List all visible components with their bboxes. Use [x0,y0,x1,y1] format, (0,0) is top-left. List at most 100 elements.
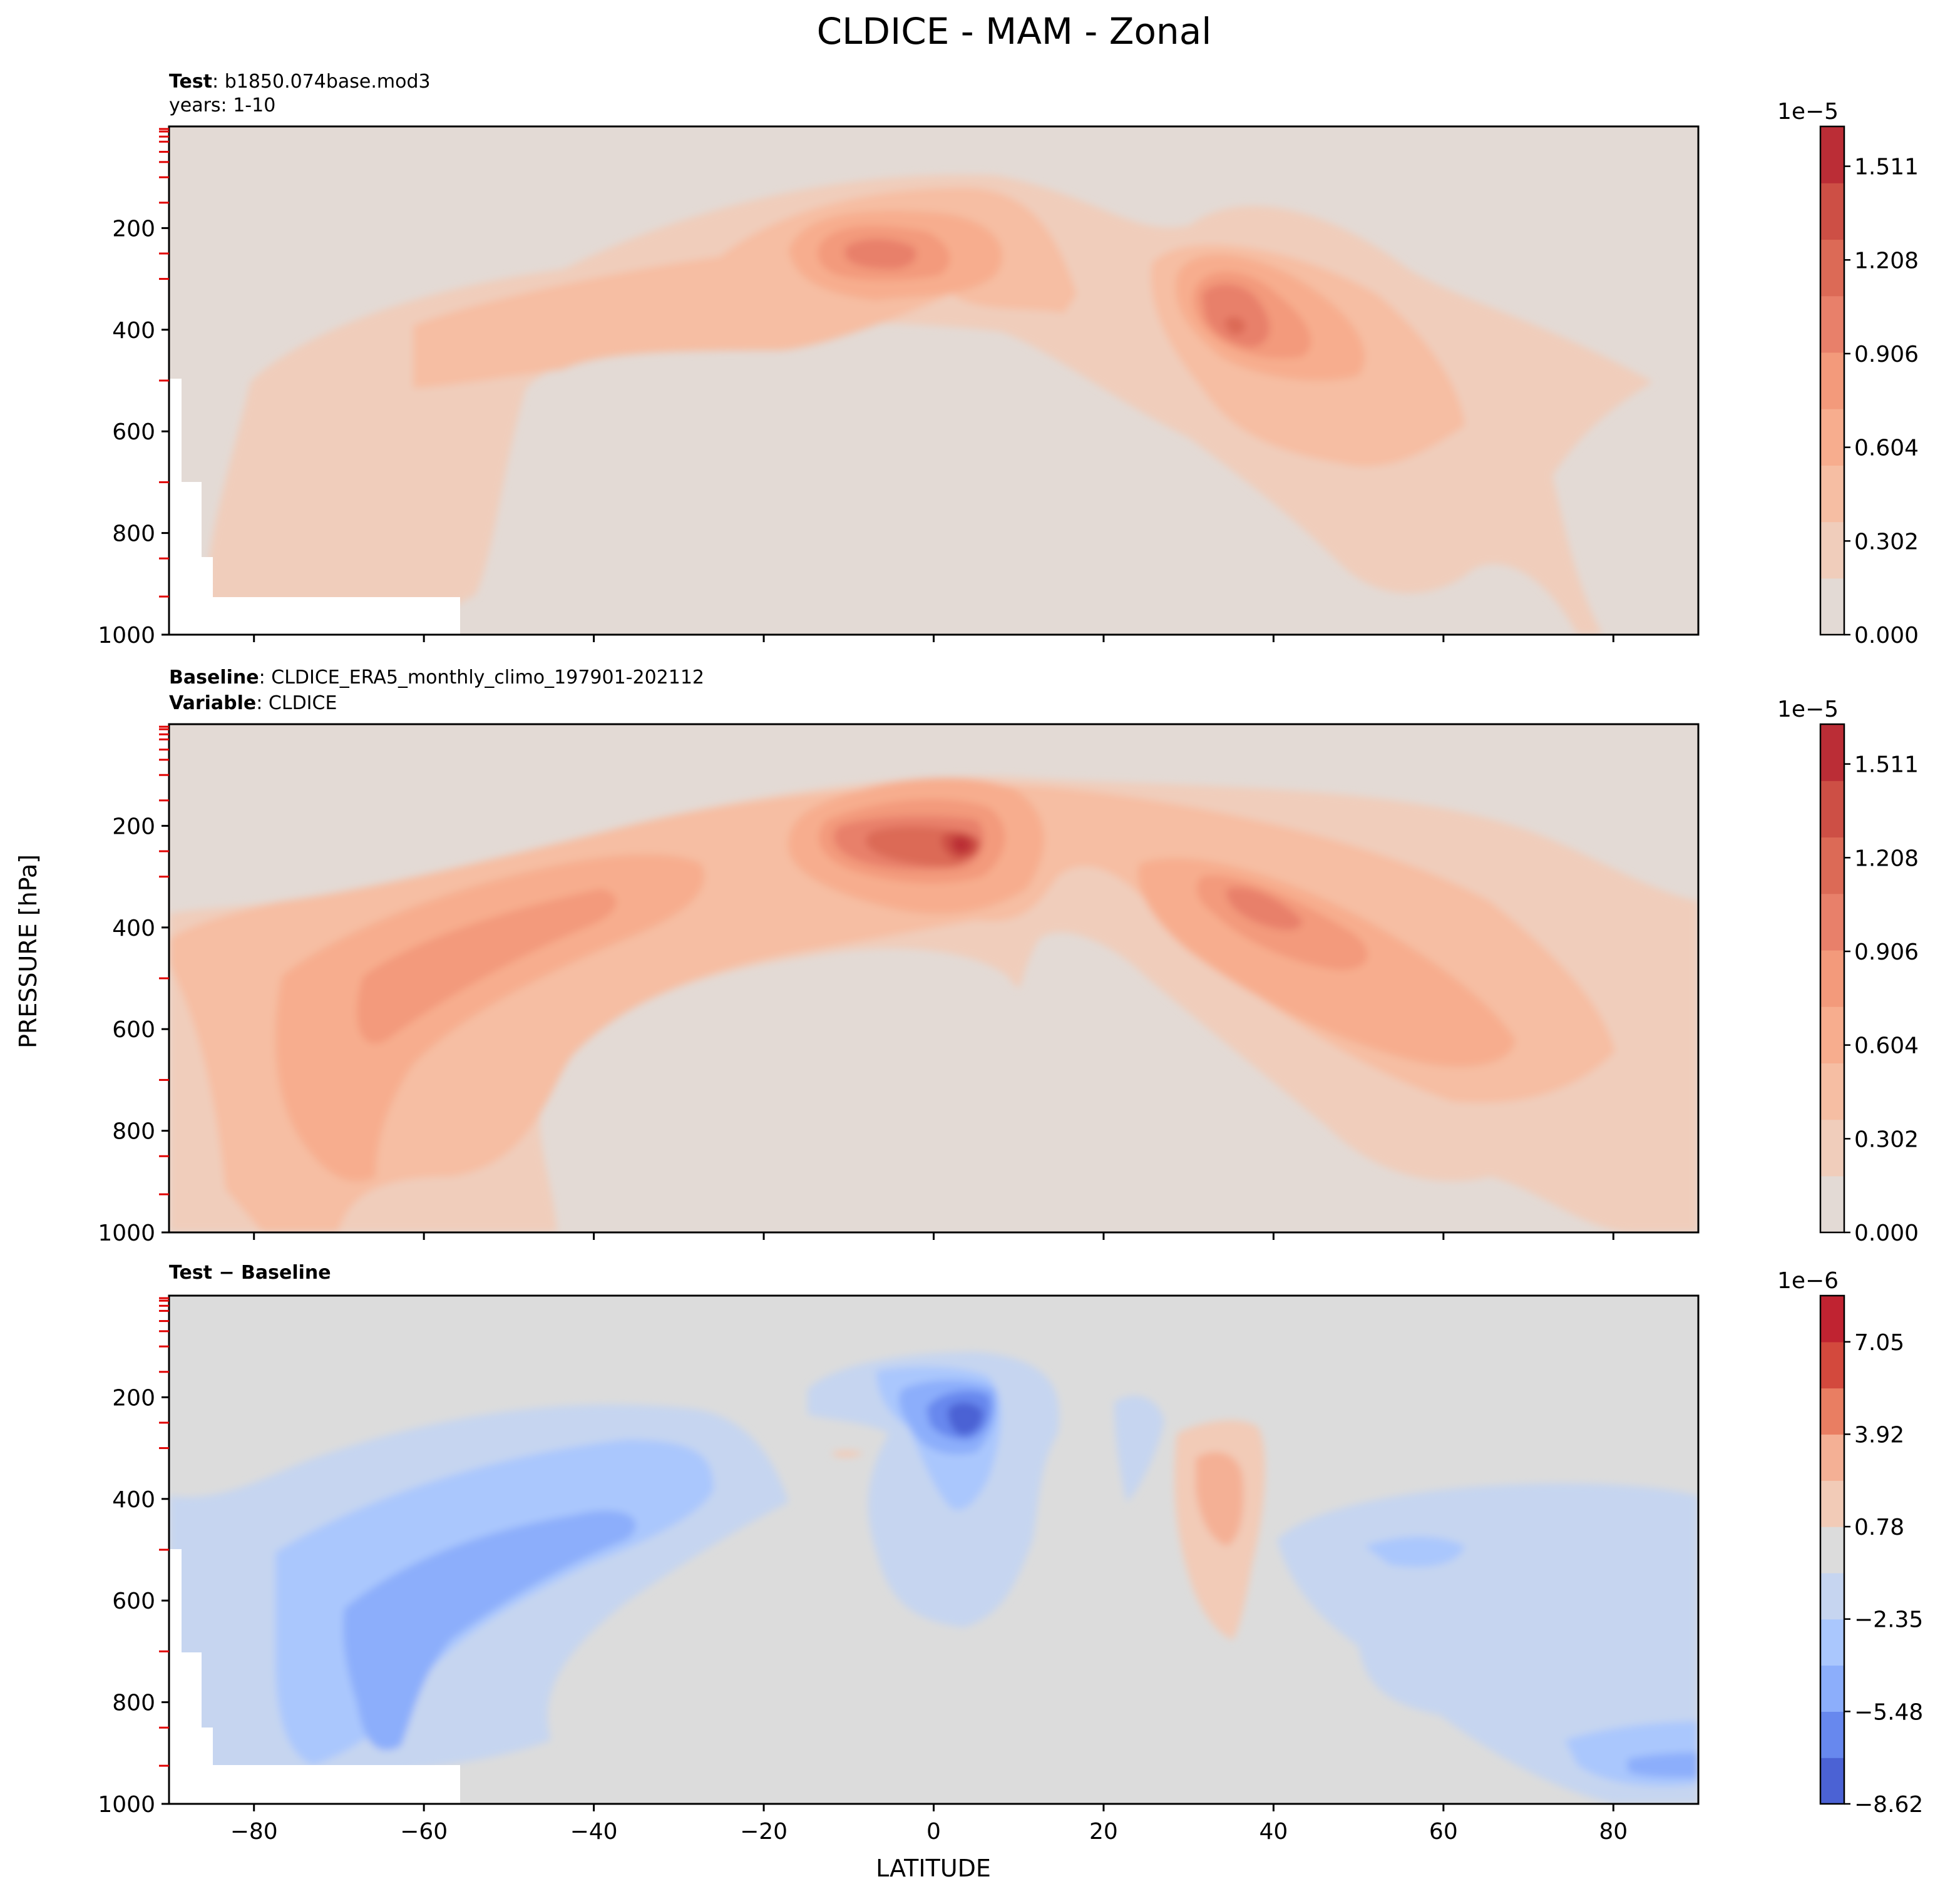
colorbar-tick-label: 0.302 [1854,529,1919,555]
colorbar-swatch [1820,295,1844,353]
colorbar-tick-label: 1.511 [1854,155,1919,180]
x-tick-label: −20 [740,1819,788,1845]
colorbar-tick-label: 1.208 [1854,248,1919,274]
colorbar-swatch [1820,1619,1844,1666]
colorbar-test: 1e−5 1.511 1.208 0.906 0.604 0.302 0.000 [1777,99,1919,648]
contour-level-8 [952,836,972,854]
contour-pos-2 [1196,1452,1244,1546]
contour-neg-1d [1277,1483,1698,1804]
panel-baseline-header2-sep: : [256,692,269,714]
x-tick-label: −40 [570,1819,618,1845]
panel-test-header-bold: Test [169,71,212,93]
colorbar-swatch [1820,352,1844,409]
x-tick-labels: −80 −60 −40 −20 0 20 40 60 80 [230,1819,1628,1845]
panel-baseline-header-bold: Baseline [169,667,259,688]
colorbar-frame [1819,723,1845,1234]
colorbar-scale-label: 1e−6 [1777,1268,1839,1294]
colorbar-swatch [1820,1480,1844,1527]
contour-neg-1c [1114,1396,1164,1502]
contour-neg-2 [275,1366,1698,1786]
colorbar-tick-label: 0.906 [1854,342,1919,367]
x-tick-label: −80 [230,1819,278,1845]
contour-pos-1 [833,1420,1265,1640]
y-tick-label: 400 [112,916,155,941]
missing-data-mask [169,1549,460,1804]
panel-baseline-header2-bold: Variable [169,692,256,714]
y-tick-label: 1000 [98,623,155,648]
y-tick-label: 800 [112,1691,155,1716]
colorbar-swatch [1820,1758,1844,1804]
colorbar-swatch [1820,1388,1844,1435]
colorbar-swatch [1820,1711,1844,1758]
colorbar-swatch [1820,1296,1844,1343]
colorbar-tick-label: 1.511 [1854,752,1919,778]
panel-test-plot [169,126,1698,635]
colorbar-tick-label: 0.000 [1854,623,1919,648]
colorbar-swatch [1820,1527,1844,1574]
colorbar-swatch [1820,1063,1844,1120]
panel-baseline: Baseline: CLDICE_ERA5_monthly_climo_1979… [98,667,1700,1246]
colorbar-tick-label: −2.35 [1854,1607,1923,1633]
x-tick-label: 60 [1429,1819,1458,1845]
colorbar-swatch [1820,239,1844,297]
y-tick-label: 1000 [98,1792,155,1818]
colorbar-scale-label: 1e−5 [1777,697,1839,722]
colorbar-tick-label: 0.906 [1854,939,1919,965]
colorbar-swatch [1820,183,1844,240]
colorbar-swatch [1820,950,1844,1007]
colorbar-scale-label: 1e−5 [1777,99,1839,125]
panel-baseline-header-sep: : [259,667,272,688]
colorbar-tick-label: 0.302 [1854,1127,1919,1152]
colorbar-tick-label: 0.78 [1854,1515,1904,1540]
y-tick-label: 400 [112,1487,155,1513]
colorbar-tick-label: 0.604 [1854,1033,1919,1059]
panel-baseline-header-line1: Baseline: CLDICE_ERA5_monthly_climo_1979… [169,667,704,688]
x-axis-label: LATITUDE [876,1855,991,1882]
panel-test-header-text: b1850.074base.mod3 [225,71,431,93]
y-tick-label: 600 [112,419,155,445]
figure-title: CLDICE - MAM - Zonal [817,10,1212,53]
contour-level-5 [845,238,1270,347]
missing-data-mask [169,379,460,635]
y-tick-label: 600 [112,1017,155,1043]
panel-diff-plot [169,1296,1698,1804]
y-tick-label: 600 [112,1589,155,1614]
panel-diff-header-bold: Test − Baseline [169,1262,331,1284]
panel-test-header-sep: : [212,71,225,93]
panel-test-header-line2: years: 1-10 [169,95,275,116]
colorbar-swatch [1820,893,1844,951]
colorbar-swatch [1820,1434,1844,1481]
panel-test-header-line1: Test: b1850.074base.mod3 [169,71,431,93]
y-tick-label: 200 [112,216,155,242]
colorbar-diff: 1e−6 7.05 3.92 0.78 −2.35 −5.48 −8.62 [1777,1268,1923,1818]
x-tick-label: 0 [926,1819,941,1845]
colorbar-swatch [1820,1175,1844,1233]
panel-baseline-plot [169,724,1698,1232]
x-tick-label: −60 [400,1819,448,1845]
panel-baseline-header-line2: Variable: CLDICE [169,692,337,714]
x-tick-label: 40 [1259,1819,1288,1845]
y-tick-label: 1000 [98,1221,155,1246]
contour-level-4 [818,226,1311,359]
colorbar-frame [1819,125,1845,636]
colorbar-swatch [1820,1572,1844,1620]
x-tick-label: 20 [1089,1819,1118,1845]
colorbar-frame [1819,1294,1845,1805]
colorbar-swatch [1820,1665,1844,1712]
y-tick-label: 200 [112,814,155,839]
panel-test: Test: b1850.074base.mod3 years: 1-10 200… [98,71,1700,648]
panel-baseline-header2-text: CLDICE [269,692,337,714]
axis-ticks-test: 200 400 600 800 1000 [98,128,1614,648]
y-tick-label: 400 [112,318,155,344]
colorbar-swatch [1820,1006,1844,1063]
colorbar-tick-label: −8.62 [1854,1792,1923,1818]
axis-ticks-diff: 200 400 600 800 1000 [98,1297,1614,1818]
y-tick-label: 200 [112,1385,155,1411]
colorbar-tick-label: −5.48 [1854,1699,1923,1725]
y-tick-label: 800 [112,521,155,547]
colorbar-tick-label: 0.000 [1854,1221,1919,1246]
colorbar-swatch [1820,465,1844,523]
colorbar-swatch [1820,724,1844,781]
